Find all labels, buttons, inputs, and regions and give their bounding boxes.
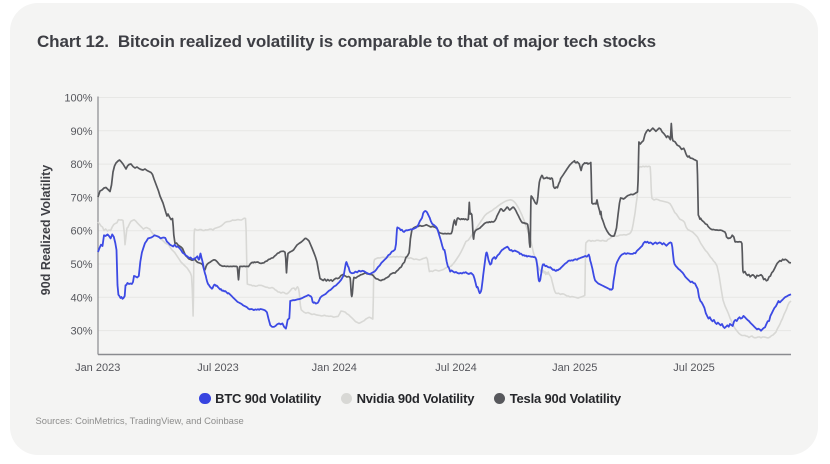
svg-text:100%: 100% (64, 93, 92, 105)
svg-text:70%: 70% (70, 192, 92, 204)
svg-text:Jan 2023: Jan 2023 (75, 362, 120, 374)
svg-text:Jul 2025: Jul 2025 (673, 362, 715, 374)
svg-text:Jan 2025: Jan 2025 (552, 362, 597, 374)
svg-text:40%: 40% (70, 292, 92, 304)
svg-text:80%: 80% (70, 159, 92, 171)
svg-text:Jul 2024: Jul 2024 (435, 362, 477, 374)
svg-text:90%: 90% (70, 126, 92, 138)
svg-text:60%: 60% (70, 226, 92, 238)
svg-text:Jul 2023: Jul 2023 (197, 362, 239, 374)
svg-text:50%: 50% (70, 259, 92, 271)
svg-text:Jan 2024: Jan 2024 (312, 362, 357, 374)
svg-text:30%: 30% (70, 326, 92, 338)
